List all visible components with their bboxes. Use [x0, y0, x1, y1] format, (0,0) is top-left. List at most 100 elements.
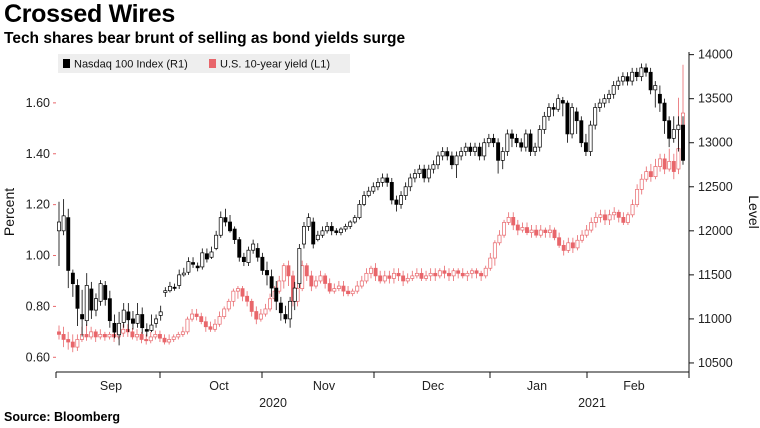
nasdaq-candle	[144, 323, 149, 337]
yield-candle	[492, 240, 497, 266]
nasdaq-body	[269, 276, 274, 289]
nasdaq-body	[191, 262, 195, 265]
x-axis-year-label: 2021	[578, 396, 606, 410]
nasdaq-body	[500, 151, 505, 161]
yield-body	[387, 275, 392, 279]
nasdaq-candle	[135, 303, 140, 328]
yield-candle	[194, 308, 199, 321]
yield-candle	[240, 286, 245, 302]
nasdaq-body	[477, 146, 482, 157]
nasdaq-body	[200, 252, 205, 268]
nasdaq-body	[241, 256, 246, 263]
nasdaq-body	[528, 133, 533, 152]
yield-candle	[148, 331, 153, 344]
nasdaq-candle	[496, 138, 501, 174]
yield-candle	[593, 212, 598, 228]
yield-candle	[93, 329, 98, 343]
yield-candle	[382, 270, 387, 284]
nasdaq-body	[412, 173, 417, 179]
nasdaq-candle	[403, 182, 408, 200]
nasdaq-body	[671, 129, 676, 139]
nasdaq-body	[126, 311, 131, 321]
yield-body	[107, 334, 112, 338]
yield-candle	[304, 263, 309, 281]
nasdaq-candle	[514, 133, 519, 148]
yield-candle	[598, 209, 603, 223]
yield-candle	[341, 280, 346, 297]
yield-candle	[350, 288, 355, 297]
nasdaq-candle	[431, 160, 436, 174]
nasdaq-candle	[154, 314, 159, 328]
yield-candle	[98, 329, 103, 340]
nasdaq-candle	[556, 94, 561, 112]
yield-candle	[378, 270, 383, 284]
yield-body	[70, 341, 75, 348]
nasdaq-candle	[505, 129, 510, 156]
nasdaq-candle	[510, 129, 514, 148]
yield-body	[350, 290, 355, 295]
yield-candle	[75, 334, 80, 351]
yield-candle	[171, 334, 176, 343]
nasdaq-body	[348, 221, 353, 227]
yield-body	[653, 166, 658, 178]
yield-body	[213, 323, 217, 330]
yield-candle	[451, 268, 456, 281]
yield-body	[75, 339, 80, 348]
nasdaq-candle	[519, 138, 524, 152]
yield-body	[561, 244, 566, 251]
nasdaq-candle	[140, 307, 145, 334]
yield-candle	[327, 278, 332, 294]
yield-body	[648, 171, 653, 178]
nasdaq-candle	[482, 138, 487, 161]
nasdaq-candle	[121, 303, 126, 328]
yield-candle	[506, 212, 511, 225]
nasdaq-candle	[602, 94, 607, 108]
left-axis-title: Percent	[1, 188, 17, 236]
yield-body	[185, 318, 190, 333]
yield-body	[543, 229, 548, 233]
yield-body	[584, 229, 589, 236]
nasdaq-candle	[302, 222, 306, 249]
nasdaq-body	[84, 285, 89, 322]
nasdaq-body	[560, 100, 565, 104]
nasdaq-body	[556, 98, 561, 110]
yield-body	[167, 339, 172, 343]
nasdaq-candle	[112, 314, 117, 339]
yield-candle	[557, 232, 562, 248]
nasdaq-body	[588, 124, 593, 152]
nasdaq-body	[634, 71, 639, 78]
nasdaq-candle	[70, 269, 75, 297]
nasdaq-candle	[537, 125, 542, 152]
yield-candle	[57, 325, 61, 340]
yield-body	[258, 313, 263, 320]
nasdaq-body	[505, 133, 510, 152]
yield-candle	[405, 273, 410, 284]
nasdaq-body	[107, 298, 112, 322]
nasdaq-body	[620, 76, 625, 82]
nasdaq-candle	[131, 310, 135, 330]
nasdaq-candle	[611, 81, 616, 99]
nasdaq-candle	[89, 281, 94, 319]
nasdaq-body	[320, 230, 325, 236]
legend-background	[58, 54, 350, 73]
yield-body	[630, 204, 635, 216]
nasdaq-body	[394, 199, 399, 205]
yield-body	[346, 290, 351, 295]
yield-body	[130, 331, 135, 338]
yield-candle	[318, 270, 323, 284]
nasdaq-candle	[348, 220, 353, 230]
nasdaq-body	[209, 251, 214, 258]
yield-candle	[469, 268, 474, 279]
yield-body	[162, 337, 167, 343]
nasdaq-body	[445, 151, 450, 157]
yield-candle	[89, 326, 94, 340]
nasdaq-candle	[394, 195, 399, 212]
left-axis-tick-label: 1.40	[26, 147, 50, 161]
nasdaq-candle	[579, 116, 584, 148]
nasdaq-candle	[459, 147, 464, 161]
yield-body	[112, 334, 117, 338]
nasdaq-body	[676, 124, 681, 130]
nasdaq-body	[440, 151, 445, 157]
yield-body	[612, 211, 617, 216]
